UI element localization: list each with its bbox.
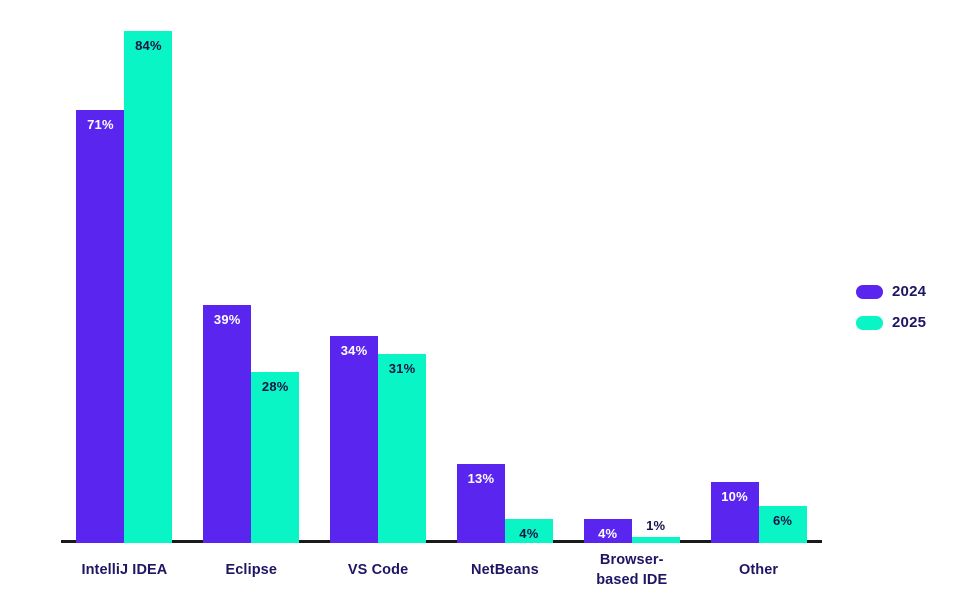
bar-value-label: 4% xyxy=(598,526,618,541)
bar-2025: 6% xyxy=(758,506,807,543)
bar-group: 4% 1% xyxy=(568,0,695,543)
legend-label: 2024 xyxy=(892,283,927,300)
bar-group: 13% 4% xyxy=(441,0,568,543)
legend: 2024 2025 xyxy=(856,283,926,331)
bar-2024: 34% xyxy=(330,336,379,543)
bar-2024: 13% xyxy=(456,464,505,543)
bar-value-label: 4% xyxy=(519,526,539,541)
legend-row: 2025 xyxy=(856,314,926,331)
bar-2025: 31% xyxy=(378,354,427,543)
x-axis-line xyxy=(61,540,822,543)
bar-value-label: 34% xyxy=(340,343,368,358)
bar-group: 10% 6% xyxy=(695,0,822,543)
bar-2025: 4% xyxy=(504,519,553,543)
bar-value-label: 1% xyxy=(646,518,666,533)
bar-group: 39% 28% xyxy=(188,0,315,543)
bar-value-label: 71% xyxy=(87,117,114,132)
bar-2025: 28% xyxy=(251,372,300,543)
category-label: Browser- based IDE xyxy=(596,552,668,588)
bar-value-label: 39% xyxy=(213,312,241,327)
category-label: VS Code xyxy=(347,562,409,578)
category-label: Other xyxy=(738,562,779,578)
legend-row: 2024 xyxy=(856,283,926,300)
bar-2024: 39% xyxy=(203,305,252,543)
bar-group: 34% 31% xyxy=(315,0,442,543)
bar-2025: 1% xyxy=(631,518,680,543)
category-label: IntelliJ IDEA xyxy=(81,562,168,578)
bar-value-label: 6% xyxy=(772,513,793,528)
bar-value-label: 10% xyxy=(721,489,748,504)
legend-swatch-2024 xyxy=(856,284,883,299)
bar-group: 71% 84% xyxy=(61,0,188,543)
bar-2024: 10% xyxy=(710,482,759,543)
bar-value-label: 31% xyxy=(388,361,416,376)
bar-2025: 84% xyxy=(124,31,173,543)
category-label: NetBeans xyxy=(471,562,539,578)
bar-value-label: 84% xyxy=(135,38,162,53)
legend-label: 2025 xyxy=(892,314,927,331)
bar-2024: 71% xyxy=(76,110,125,543)
bar-value-label: 28% xyxy=(261,379,289,394)
plot-area: 71% 84% 39% 28% 34% 31% 13% 4% 4% 1% 10% 6% xyxy=(61,0,822,543)
category-label: Eclipse xyxy=(225,562,277,578)
category-axis: IntelliJ IDEA Eclipse VS Code NetBeans Brows… xyxy=(61,548,822,592)
bar-value-label: 13% xyxy=(467,471,495,486)
legend-swatch-2025 xyxy=(856,315,883,330)
bar-2024: 4% xyxy=(583,519,632,543)
